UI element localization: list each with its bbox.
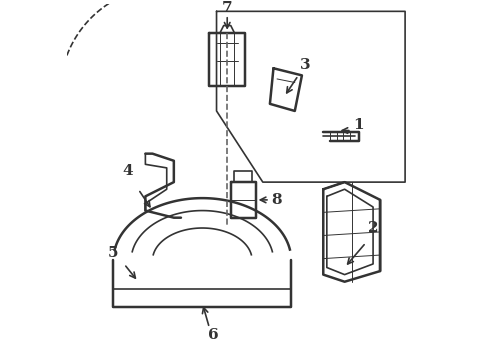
- Text: 1: 1: [353, 118, 364, 132]
- Text: 2: 2: [368, 221, 378, 235]
- Text: 4: 4: [122, 165, 133, 179]
- Text: 6: 6: [208, 328, 218, 342]
- Text: 3: 3: [300, 58, 311, 72]
- Text: 8: 8: [272, 193, 282, 207]
- Text: 5: 5: [108, 246, 119, 260]
- Text: 7: 7: [222, 1, 233, 15]
